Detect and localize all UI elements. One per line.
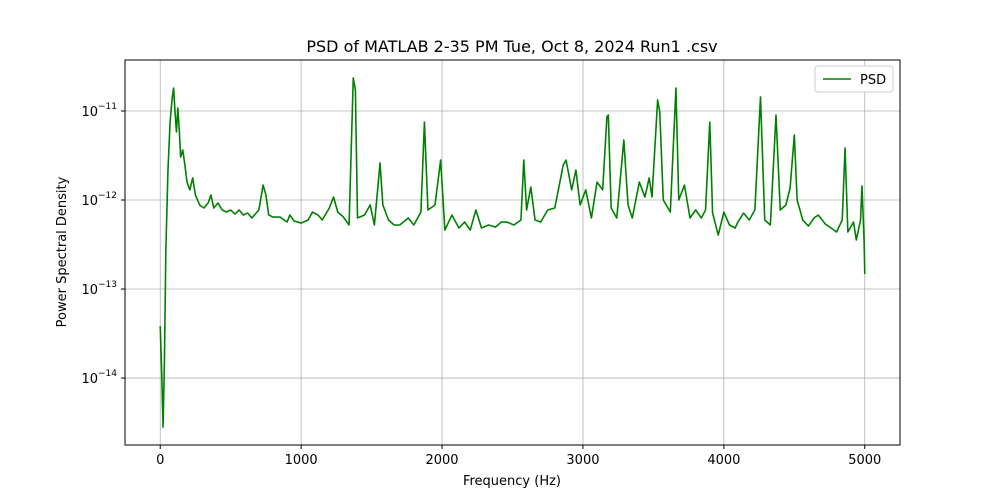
x-tick-label: 2000 bbox=[425, 453, 458, 468]
y-axis-label: Power Spectral Density bbox=[55, 176, 70, 327]
y-tick-label: 10−13 bbox=[81, 280, 117, 298]
series-group bbox=[159, 77, 866, 428]
series-line bbox=[159, 77, 866, 428]
x-axis-label: Frequency (Hz) bbox=[463, 474, 561, 489]
legend-label: PSD bbox=[860, 73, 886, 88]
y-tick-label: 10−12 bbox=[81, 191, 117, 209]
x-tick-label: 4000 bbox=[707, 453, 740, 468]
x-tick-label: 5000 bbox=[848, 453, 881, 468]
legend-box bbox=[814, 65, 894, 93]
x-tick-label: 3000 bbox=[566, 453, 599, 468]
plot-area: 0 1000 2000 3000 4000 5000 10−14 10−13 10−12 10−1… bbox=[81, 59, 901, 468]
y-tick-label: 10−11 bbox=[81, 102, 117, 120]
chart-title: PSD of MATLAB 2-35 PM Tue, Oct 8, 2024 R… bbox=[306, 37, 717, 56]
axes-frame bbox=[124, 59, 901, 446]
y-tick-label: 10−14 bbox=[81, 369, 117, 387]
x-tick-label: 0 bbox=[156, 453, 164, 468]
x-tick-label: 1000 bbox=[285, 453, 318, 468]
